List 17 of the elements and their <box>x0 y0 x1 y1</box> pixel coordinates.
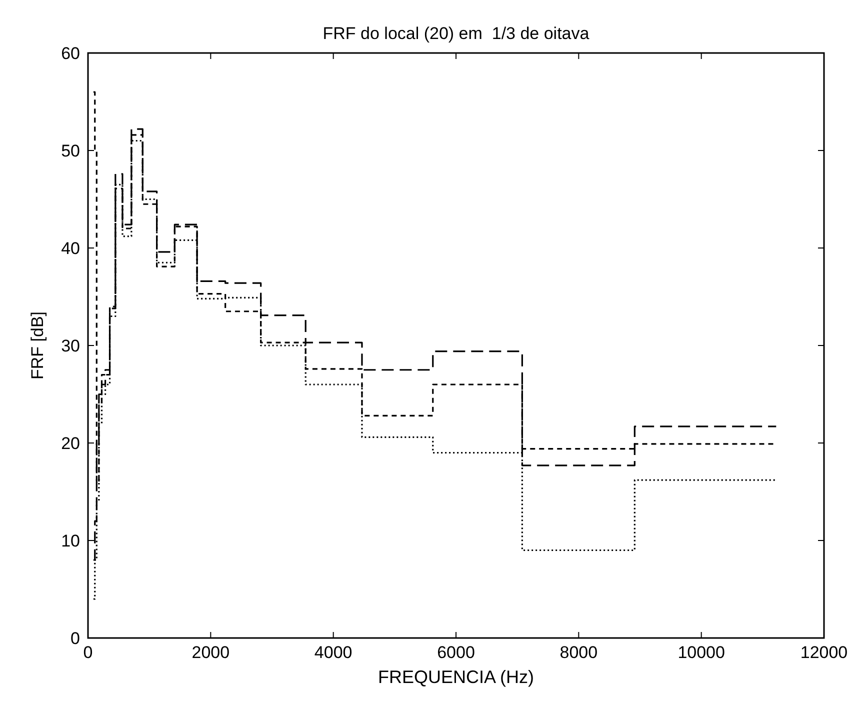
x-tick-label: 2000 <box>192 643 230 662</box>
y-tick-label: 60 <box>61 44 80 63</box>
x-tick-label: 10000 <box>678 643 725 662</box>
x-tick-label: 8000 <box>560 643 598 662</box>
y-tick-label: 20 <box>61 434 80 453</box>
x-tick-label: 12000 <box>800 643 848 662</box>
chart-title: FRF do local (20) em 1/3 de oitava <box>322 24 590 43</box>
x-tick-label: 6000 <box>437 643 475 662</box>
y-tick-label: 30 <box>61 336 80 356</box>
y-tick-label: 50 <box>61 142 80 160</box>
y-axis-title: FRF [dB] <box>28 311 47 380</box>
y-tick-label: 0 <box>70 629 80 648</box>
y-tick-label: 10 <box>61 532 80 550</box>
x-tick-label: 4000 <box>314 643 352 662</box>
x-axis-title: FREQUENCIA (Hz) <box>378 667 534 687</box>
y-tick-label: 40 <box>61 239 80 258</box>
x-tick-label: 0 <box>83 643 93 662</box>
